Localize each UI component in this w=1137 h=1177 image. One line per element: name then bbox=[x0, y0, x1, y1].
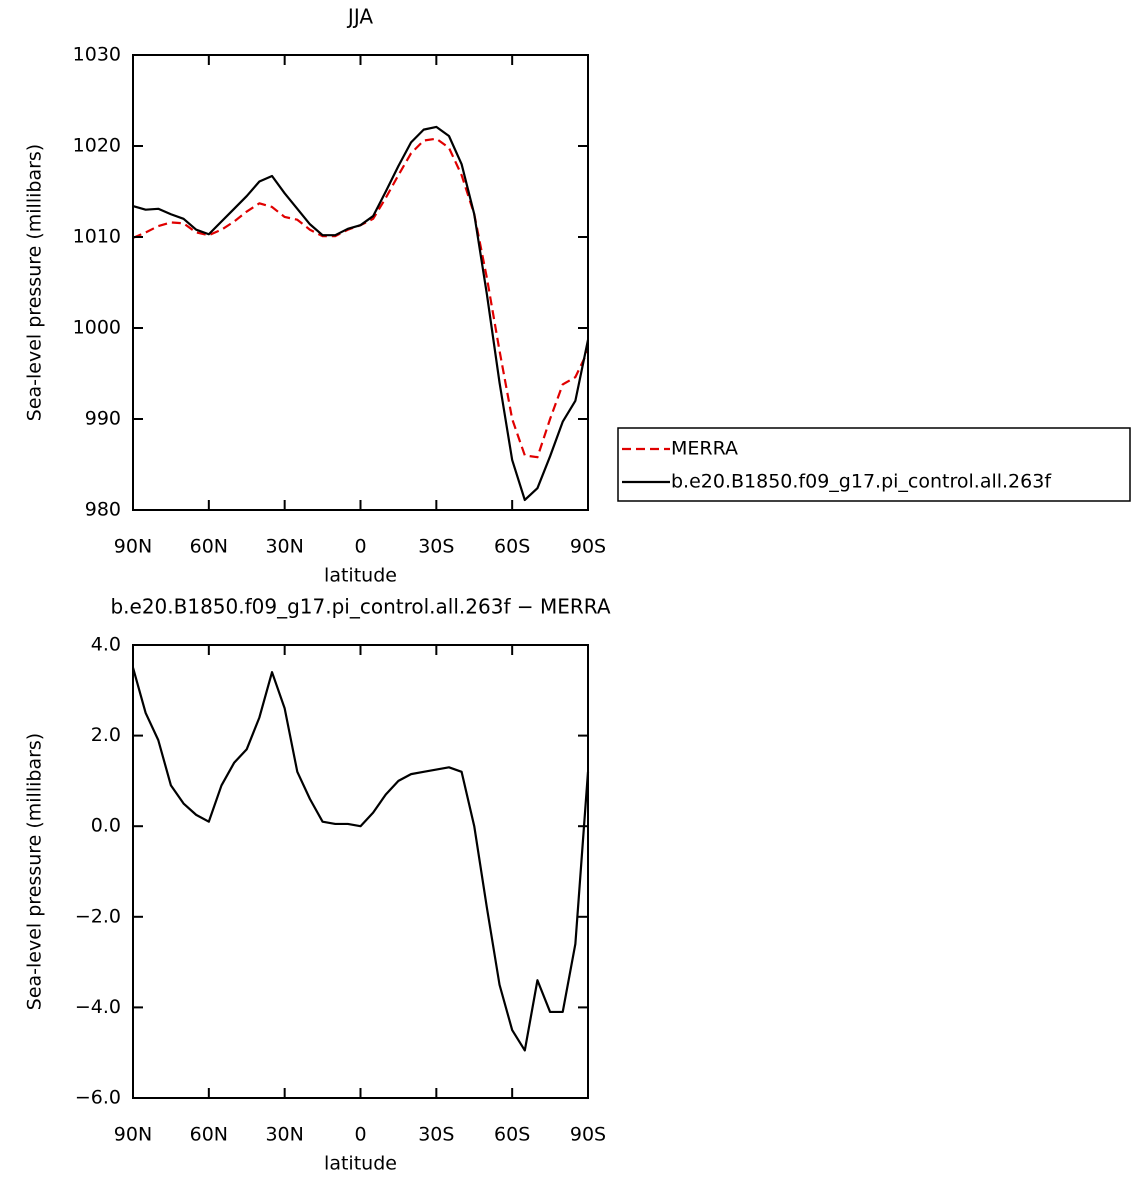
x-tick-label: 30S bbox=[418, 1124, 454, 1146]
x-axis-label: latitude bbox=[324, 1153, 397, 1175]
legend-label: b.e20.B1850.f09_g17.pi_control.all.263f bbox=[671, 471, 1052, 493]
y-tick-label: 1000 bbox=[73, 317, 121, 339]
data-line bbox=[132, 125, 590, 502]
x-tick-label: 90S bbox=[570, 1124, 606, 1146]
plot bbox=[131, 667, 590, 1052]
y-tick-label: 1030 bbox=[73, 44, 121, 66]
x-tick-label: 30N bbox=[265, 1124, 303, 1146]
x-tick-label: 90N bbox=[114, 1124, 152, 1146]
x-tick-label: 60N bbox=[190, 1124, 228, 1146]
x-tick-label: 0 bbox=[354, 1124, 366, 1146]
x-tick-label: 90N bbox=[114, 536, 152, 558]
data-line bbox=[132, 137, 589, 459]
x-tick-label: 60S bbox=[494, 1124, 530, 1146]
x-tick-label: 90S bbox=[570, 536, 606, 558]
y-tick-label: 1020 bbox=[73, 135, 121, 157]
x-tick-label: 60S bbox=[494, 536, 530, 558]
x-tick-label: 60N bbox=[190, 536, 228, 558]
plot-frame bbox=[132, 54, 589, 511]
data-line bbox=[131, 667, 590, 1052]
legend-box bbox=[617, 427, 1131, 502]
y-tick-label: −6.0 bbox=[75, 1087, 121, 1109]
y-tick-label: 2.0 bbox=[91, 724, 121, 746]
x-tick-label: 0 bbox=[354, 536, 366, 558]
y-tick-label: −2.0 bbox=[75, 905, 121, 927]
chart-title: b.e20.B1850.f09_g17.pi_control.all.263f … bbox=[110, 595, 610, 619]
y-axis-label: Sea-level pressure (millibars) bbox=[24, 144, 46, 421]
legend-label: MERRA bbox=[671, 438, 738, 460]
x-axis-label: latitude bbox=[324, 565, 397, 587]
y-tick-label: 0.0 bbox=[91, 815, 121, 837]
y-tick-label: 1010 bbox=[73, 226, 121, 248]
x-tick-label: 30S bbox=[418, 536, 454, 558]
y-tick-label: −4.0 bbox=[75, 996, 121, 1018]
plot-frame bbox=[132, 644, 589, 1099]
y-tick-label: 4.0 bbox=[91, 634, 121, 656]
chart-title: JJA bbox=[346, 5, 373, 29]
y-axis-label: Sea-level pressure (millibars) bbox=[24, 733, 46, 1010]
plot bbox=[132, 125, 590, 502]
y-tick-label: 980 bbox=[85, 499, 121, 521]
y-tick-label: 990 bbox=[85, 408, 121, 430]
x-tick-label: 30N bbox=[265, 536, 303, 558]
